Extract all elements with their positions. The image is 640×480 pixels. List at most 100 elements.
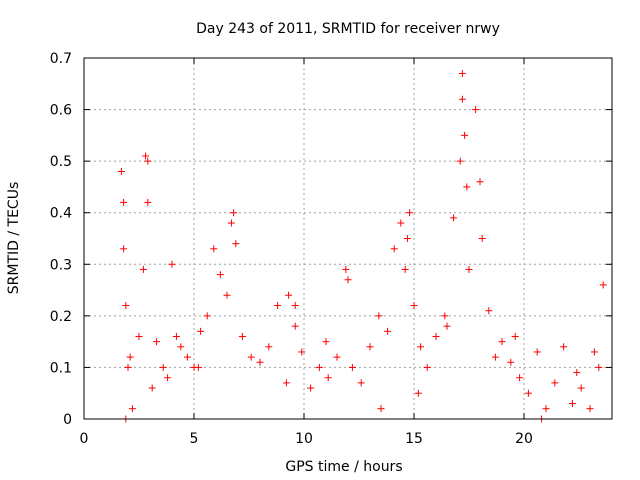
data-point bbox=[590, 348, 598, 356]
data-point bbox=[458, 95, 466, 103]
y-tick-label: 0.6 bbox=[50, 103, 72, 119]
data-point bbox=[551, 379, 559, 387]
data-point bbox=[423, 363, 431, 371]
data-point bbox=[315, 363, 323, 371]
data-point bbox=[128, 405, 136, 413]
data-point bbox=[148, 384, 156, 392]
data-point bbox=[568, 400, 576, 408]
data-point bbox=[117, 167, 125, 175]
data-point bbox=[390, 245, 398, 253]
data-point bbox=[324, 374, 332, 382]
data-point bbox=[461, 131, 469, 139]
data-point bbox=[586, 405, 594, 413]
y-tick-label: 0.4 bbox=[50, 206, 72, 222]
data-point bbox=[307, 384, 315, 392]
data-point bbox=[168, 260, 176, 268]
y-tick-label: 0.3 bbox=[50, 257, 72, 273]
x-tick-label: 0 bbox=[80, 431, 89, 447]
data-point bbox=[366, 343, 374, 351]
data-point bbox=[291, 302, 299, 310]
data-point bbox=[533, 348, 541, 356]
data-point bbox=[164, 374, 172, 382]
tick-labels: 0 5 10 15 20 0 0.1 0.2 0.3 0.4 0.5 0.6 0.7 bbox=[50, 51, 533, 447]
data-point bbox=[357, 379, 365, 387]
data-point bbox=[403, 235, 411, 242]
data-point bbox=[463, 183, 471, 191]
data-point bbox=[384, 327, 392, 335]
data-point bbox=[122, 302, 130, 310]
data-point bbox=[377, 405, 385, 413]
data-point bbox=[573, 369, 581, 377]
data-point bbox=[210, 245, 218, 253]
data-point bbox=[183, 353, 191, 361]
y-tick-label: 0.7 bbox=[50, 51, 72, 67]
data-point bbox=[560, 343, 568, 351]
y-tick-label: 0 bbox=[63, 412, 72, 428]
data-point bbox=[456, 157, 464, 165]
data-point bbox=[507, 358, 515, 366]
data-point bbox=[443, 322, 451, 330]
data-points bbox=[117, 69, 607, 423]
chart-title: Day 243 of 2011, SRMTID for receiver nrw… bbox=[196, 21, 500, 37]
data-point bbox=[265, 343, 273, 351]
data-point bbox=[542, 405, 550, 413]
x-tick-label: 5 bbox=[190, 431, 199, 447]
data-point bbox=[577, 384, 585, 392]
data-point bbox=[298, 348, 306, 356]
data-point bbox=[516, 374, 524, 382]
x-tick-label: 20 bbox=[515, 431, 533, 447]
data-point bbox=[432, 332, 440, 340]
data-point bbox=[406, 209, 414, 217]
data-point bbox=[511, 332, 519, 340]
data-point bbox=[120, 198, 128, 206]
data-point bbox=[410, 302, 418, 310]
data-point bbox=[450, 214, 458, 222]
data-point bbox=[238, 332, 246, 340]
data-point bbox=[401, 265, 409, 273]
data-point bbox=[375, 312, 383, 320]
data-point bbox=[144, 157, 152, 165]
plot-frame bbox=[83, 57, 613, 420]
data-point bbox=[348, 363, 356, 371]
data-point bbox=[247, 353, 255, 361]
data-point bbox=[274, 302, 282, 310]
grid-lines bbox=[84, 58, 612, 419]
data-point bbox=[223, 291, 231, 299]
x-axis-label: GPS time / hours bbox=[285, 459, 402, 475]
data-point bbox=[142, 152, 150, 160]
data-point bbox=[139, 265, 147, 273]
data-point bbox=[256, 358, 264, 366]
data-point bbox=[216, 271, 224, 279]
data-point bbox=[177, 343, 185, 351]
data-point bbox=[524, 389, 532, 397]
data-point bbox=[491, 353, 499, 361]
data-point bbox=[172, 332, 180, 340]
data-point bbox=[344, 276, 352, 284]
data-point bbox=[595, 363, 603, 371]
data-point bbox=[144, 198, 152, 206]
data-point bbox=[417, 343, 425, 351]
data-point bbox=[342, 265, 350, 273]
data-point bbox=[227, 219, 235, 227]
y-tick-label: 0.2 bbox=[50, 309, 72, 325]
data-point bbox=[397, 219, 405, 227]
data-point bbox=[478, 235, 486, 242]
data-point bbox=[120, 245, 128, 253]
data-point bbox=[333, 353, 341, 361]
data-point bbox=[124, 363, 132, 371]
data-point bbox=[153, 338, 161, 346]
data-point bbox=[498, 338, 506, 346]
data-point bbox=[135, 332, 143, 340]
x-tick-label: 15 bbox=[405, 431, 423, 447]
data-point bbox=[458, 69, 466, 77]
data-point bbox=[285, 291, 293, 299]
data-point bbox=[282, 379, 290, 387]
data-point bbox=[159, 363, 167, 371]
data-point bbox=[203, 312, 211, 320]
data-point bbox=[441, 312, 449, 320]
data-point bbox=[232, 240, 240, 248]
data-point bbox=[599, 281, 607, 289]
data-point bbox=[322, 338, 330, 346]
data-point bbox=[291, 322, 299, 330]
